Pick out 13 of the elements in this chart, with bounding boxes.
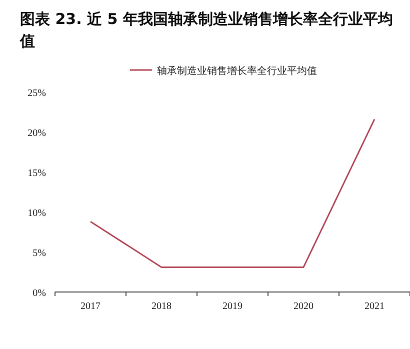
y-tick-label: 20% (28, 128, 46, 139)
y-tick-label: 5% (32, 248, 46, 259)
x-tick-label: 2020 (294, 301, 314, 312)
y-tick-label: 15% (28, 168, 46, 179)
y-tick-label: 25% (28, 88, 46, 99)
y-tick-label: 0% (32, 288, 46, 299)
chart-title: 图表 23. 近 5 年我国轴承制造业销售增长率全行业平均值 (20, 9, 394, 52)
x-tick-label: 2017 (80, 301, 100, 312)
x-tick-label: 2021 (364, 301, 384, 312)
x-tick-label: 2018 (152, 301, 172, 312)
y-tick-label: 10% (28, 208, 46, 219)
legend-label: 轴承制造业销售增长率全行业平均值 (157, 65, 317, 77)
x-tick-label: 2019 (222, 301, 242, 312)
